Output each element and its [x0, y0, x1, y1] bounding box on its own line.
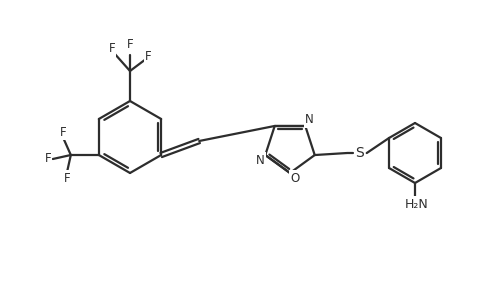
Text: H₂N: H₂N — [405, 198, 429, 211]
Text: F: F — [126, 38, 133, 50]
Text: F: F — [109, 42, 116, 56]
Text: S: S — [356, 146, 364, 160]
Text: F: F — [145, 50, 151, 62]
Text: O: O — [290, 172, 300, 184]
Text: N: N — [256, 154, 264, 166]
Text: F: F — [64, 172, 70, 184]
Text: F: F — [44, 152, 51, 166]
Text: F: F — [59, 125, 66, 139]
Text: N: N — [305, 113, 314, 127]
